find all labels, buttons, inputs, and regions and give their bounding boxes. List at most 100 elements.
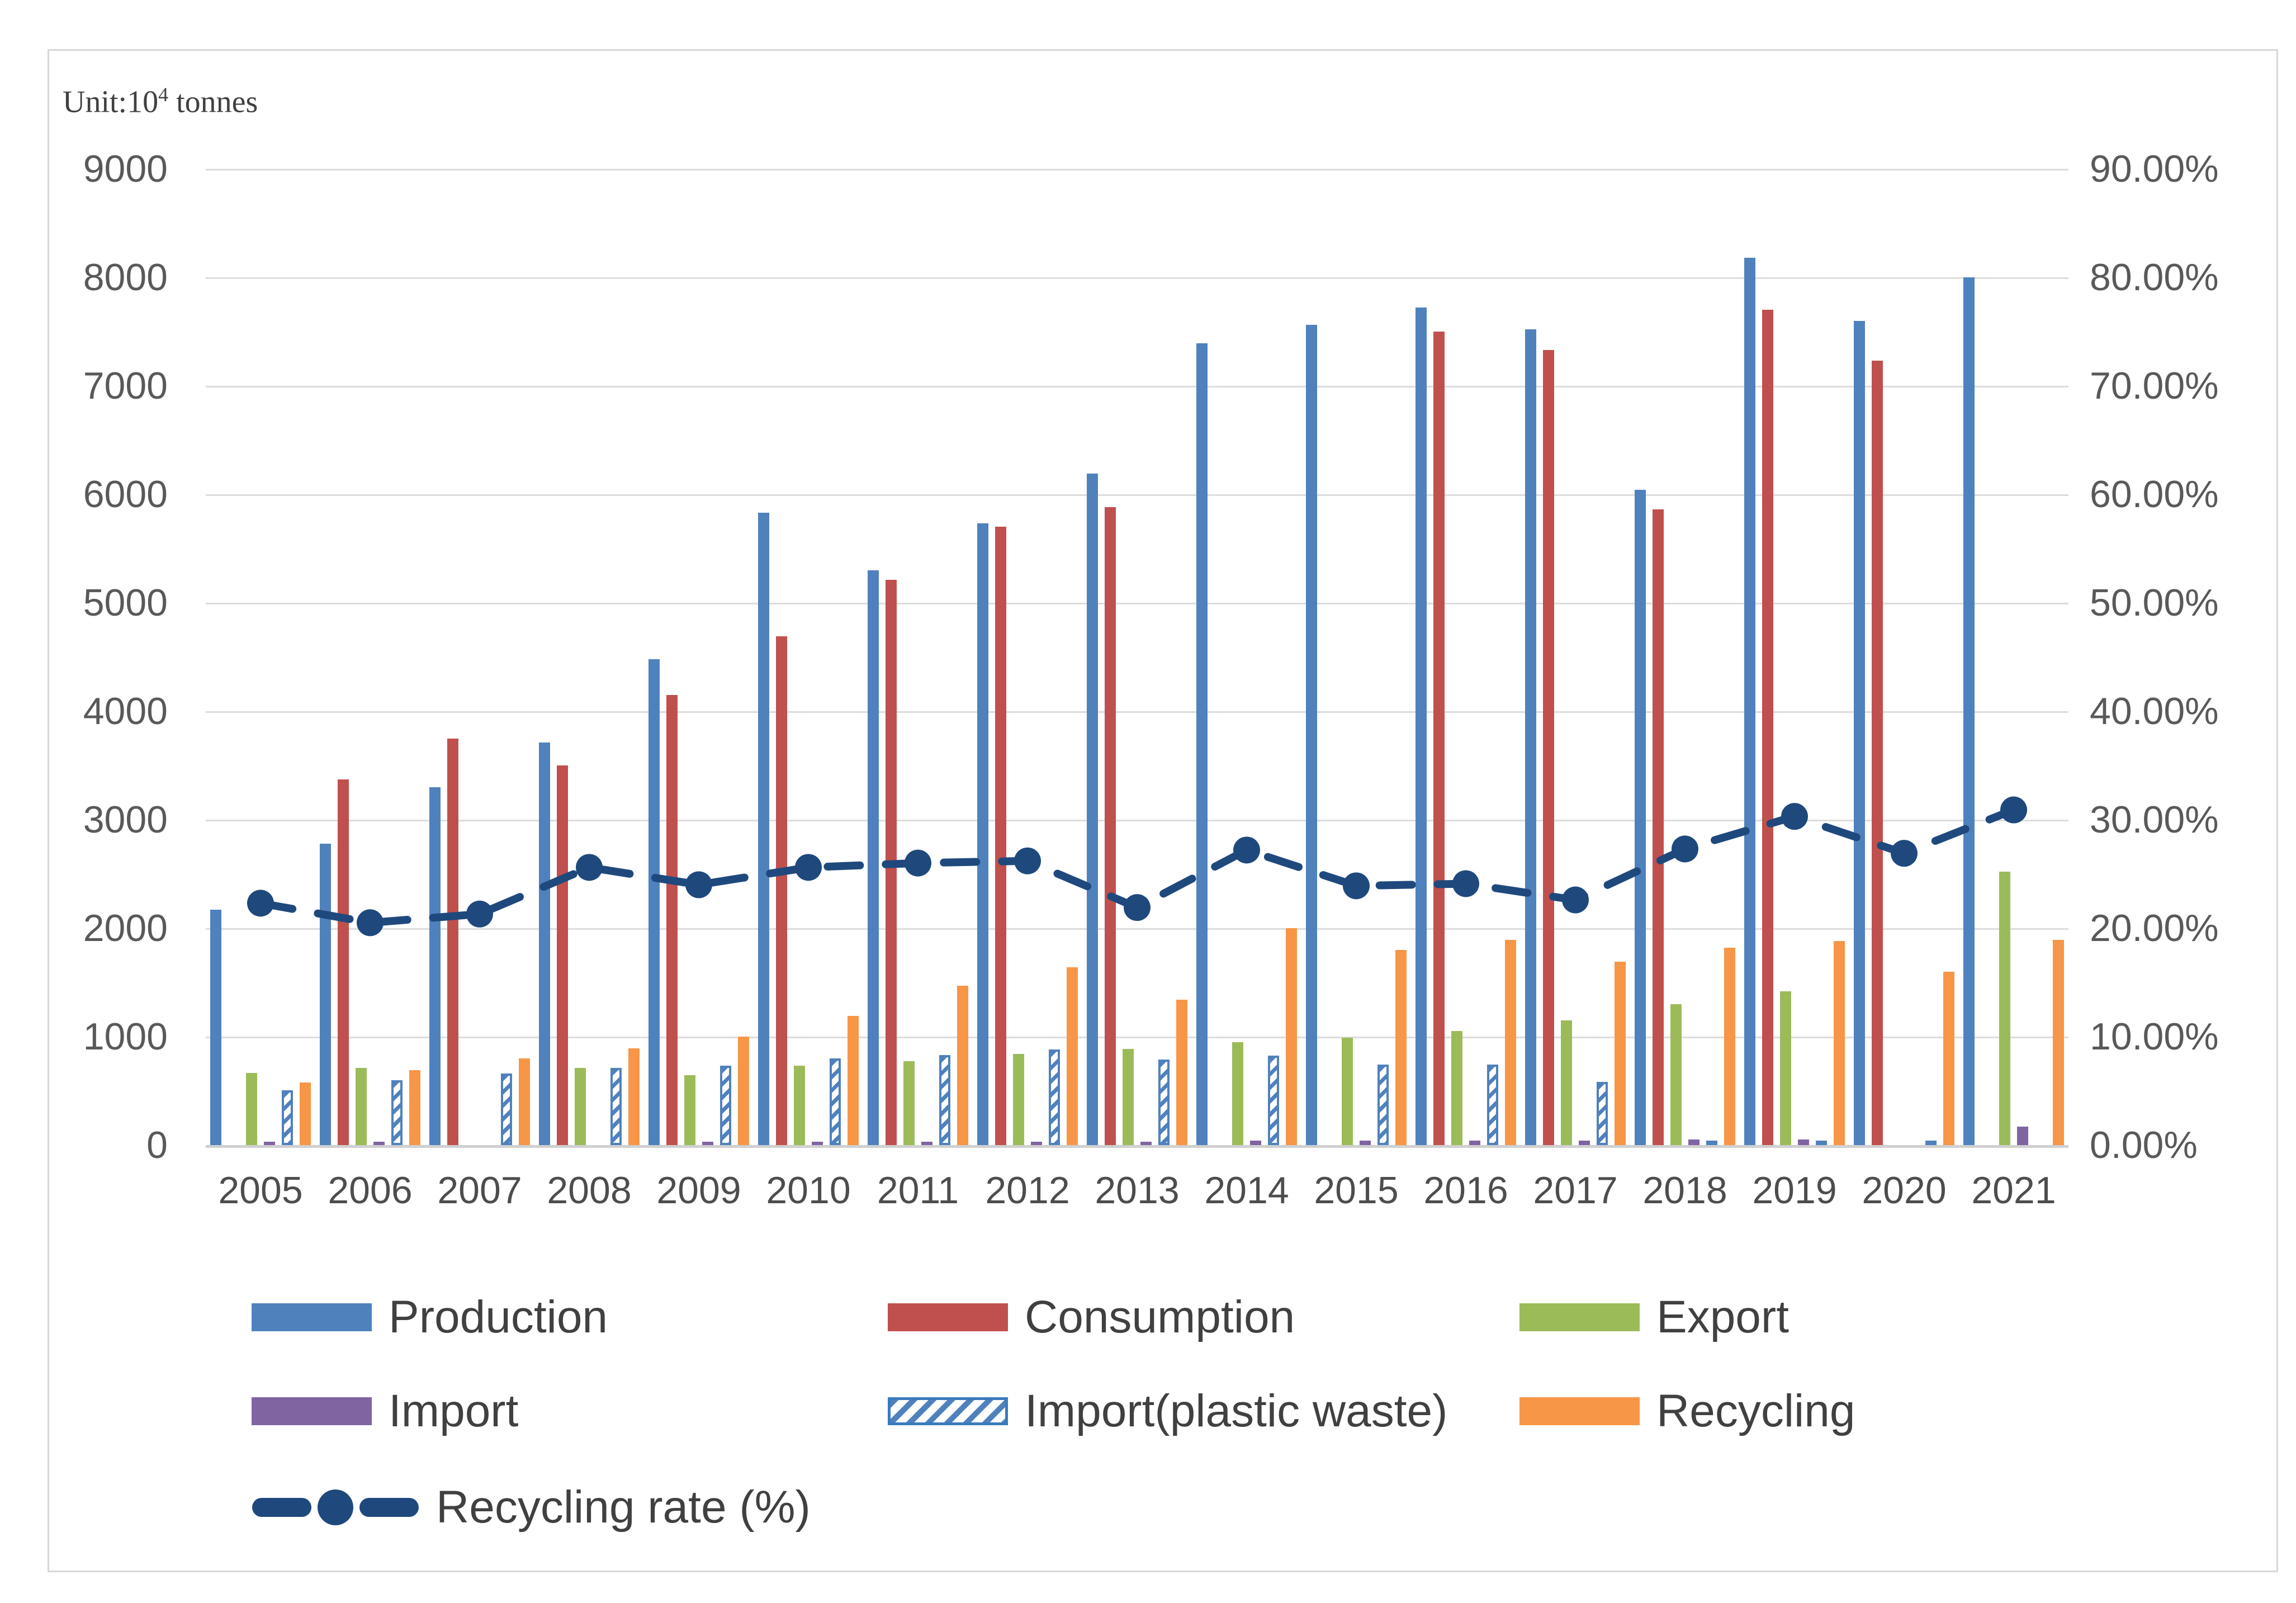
bar-group-2020 (1849, 320, 1959, 1145)
legend-item-import: Import (252, 1388, 518, 1434)
bar-recycling-2020 (1943, 971, 1954, 1145)
bar-recycling-2007 (519, 1058, 530, 1145)
bar-export-2006 (356, 1068, 367, 1145)
bar-group-2018 (1630, 490, 1740, 1145)
bar-production-2007 (429, 787, 441, 1145)
bar-export-2021 (1999, 872, 2010, 1145)
bar-import-plastic-waste-2017 (1597, 1081, 1608, 1145)
legend-item-recycling-rate: Recycling rate (%) (252, 1482, 811, 1533)
recycling-rate-marker-2021 (2000, 796, 2027, 824)
y-right-tick-30.00pct: 30.00% (2090, 798, 2219, 841)
bar-recycling-2008 (628, 1048, 640, 1145)
bar-production-2011 (868, 570, 879, 1145)
bar-group-2017 (1521, 329, 1630, 1145)
bar-export-2016 (1451, 1031, 1462, 1145)
bar-export-2013 (1123, 1049, 1134, 1145)
bar-import-2017 (1579, 1141, 1590, 1145)
bar-import-2012 (1031, 1142, 1042, 1145)
bar-recycling-2009 (738, 1037, 749, 1145)
bar-export-2005 (246, 1073, 257, 1145)
legend-swatch (1519, 1397, 1640, 1425)
legend-item-consumption: Consumption (888, 1294, 1295, 1340)
y-right-tick-50.00pct: 50.00% (2090, 581, 2219, 624)
bar-consumption-2008 (557, 765, 568, 1145)
x-tick-2016: 2016 (1423, 1169, 1508, 1212)
y-right-tick-40.00pct: 40.00% (2090, 690, 2219, 732)
bar-import-plastic-waste-2009 (720, 1066, 731, 1145)
recycling-rate-marker-2020 (1891, 840, 1918, 867)
bar-recycling-2021 (2053, 940, 2064, 1145)
bar-import-2018 (1688, 1139, 1699, 1145)
y-left-tick-1000: 1000 (83, 1015, 168, 1058)
chart-frame-border (48, 49, 2278, 1572)
legend-label: Production (389, 1292, 608, 1342)
recycling-rate-marker-2016 (1452, 870, 1479, 897)
bar-consumption-2017 (1543, 349, 1554, 1145)
recycling-rate-marker-2010 (795, 854, 822, 881)
gridline (206, 277, 2068, 279)
recycling-rate-marker-2007 (466, 900, 493, 928)
legend-item-export: Export (1519, 1294, 1789, 1340)
y-right-tick-60.00pct: 60.00% (2090, 473, 2219, 516)
x-tick-2017: 2017 (1533, 1169, 1618, 1212)
gridline (206, 820, 2068, 821)
bar-consumption-2010 (776, 636, 787, 1145)
bar-export-2019 (1780, 991, 1791, 1145)
bar-production-2017 (1525, 329, 1536, 1145)
bar-export-2018 (1670, 1004, 1682, 1145)
gridline (206, 169, 2068, 171)
bar-group-2009 (644, 659, 754, 1145)
bar-recycling-2018 (1724, 947, 1735, 1145)
bar-production-2018 (1635, 490, 1646, 1145)
gridline (206, 1037, 2068, 1038)
bar-recycling-2013 (1176, 1000, 1187, 1145)
y-right-tick-90.00pct: 90.00% (2090, 148, 2219, 190)
bar-recycling-2014 (1286, 928, 1297, 1145)
recycling-rate-marker-2013 (1124, 894, 1151, 921)
y-left-tick-7000: 7000 (83, 365, 168, 407)
legend-swatch (252, 1397, 372, 1425)
bar-import-2014 (1250, 1141, 1261, 1145)
x-tick-2018: 2018 (1642, 1169, 1727, 1212)
bar-consumption-2009 (666, 694, 678, 1145)
x-tick-2015: 2015 (1314, 1169, 1399, 1212)
bar-production-2013 (1087, 474, 1098, 1145)
bar-group-2005 (206, 910, 315, 1145)
bar-group-2008 (534, 743, 644, 1145)
bar-production-2020 (1854, 320, 1865, 1145)
bar-import-2016 (1469, 1141, 1480, 1145)
bar-import-2013 (1140, 1142, 1152, 1145)
unit-label-prefix: Unit:10 (63, 84, 159, 120)
x-tick-2020: 2020 (1862, 1169, 1947, 1212)
bar-consumption-2018 (1653, 509, 1664, 1145)
gridline (206, 386, 2068, 387)
bar-import-2019 (1798, 1139, 1809, 1145)
bar-production-2021 (1963, 277, 1975, 1145)
bar-group-2016 (1411, 308, 1521, 1145)
recycling-rate-marker-2014 (1233, 836, 1260, 864)
y-left-tick-0: 0 (146, 1124, 168, 1166)
bar-production-2019 (1744, 258, 1755, 1145)
bar-recycling-2010 (848, 1016, 859, 1145)
bar-recycling-2006 (409, 1070, 420, 1145)
legend-label: Recycling (1656, 1386, 1855, 1436)
recycling-rate-marker-2012 (1014, 847, 1041, 874)
bar-recycling-2015 (1395, 949, 1407, 1145)
bar-group-2019 (1740, 258, 1849, 1145)
bar-consumption-2019 (1762, 310, 1773, 1145)
x-tick-2013: 2013 (1095, 1169, 1180, 1212)
y-left-tick-9000: 9000 (83, 148, 168, 190)
recycling-rate-marker-2005 (247, 890, 274, 917)
bar-group-2014 (1192, 343, 1301, 1145)
bar-recycling-2011 (957, 985, 968, 1145)
bar-import-2015 (1360, 1141, 1371, 1145)
y-right-tick-20.00pct: 20.00% (2090, 907, 2219, 949)
bar-import-plastic-waste-2006 (391, 1080, 403, 1145)
bar-group-2012 (973, 523, 1082, 1145)
bar-import-plastic-waste-2008 (610, 1068, 622, 1145)
bar-group-2015 (1301, 325, 1411, 1145)
gridline (206, 494, 2068, 496)
unit-label: Unit:104 tonnes (63, 83, 258, 120)
recycling-rate-line (247, 796, 2027, 937)
bar-import-2009 (702, 1142, 713, 1145)
